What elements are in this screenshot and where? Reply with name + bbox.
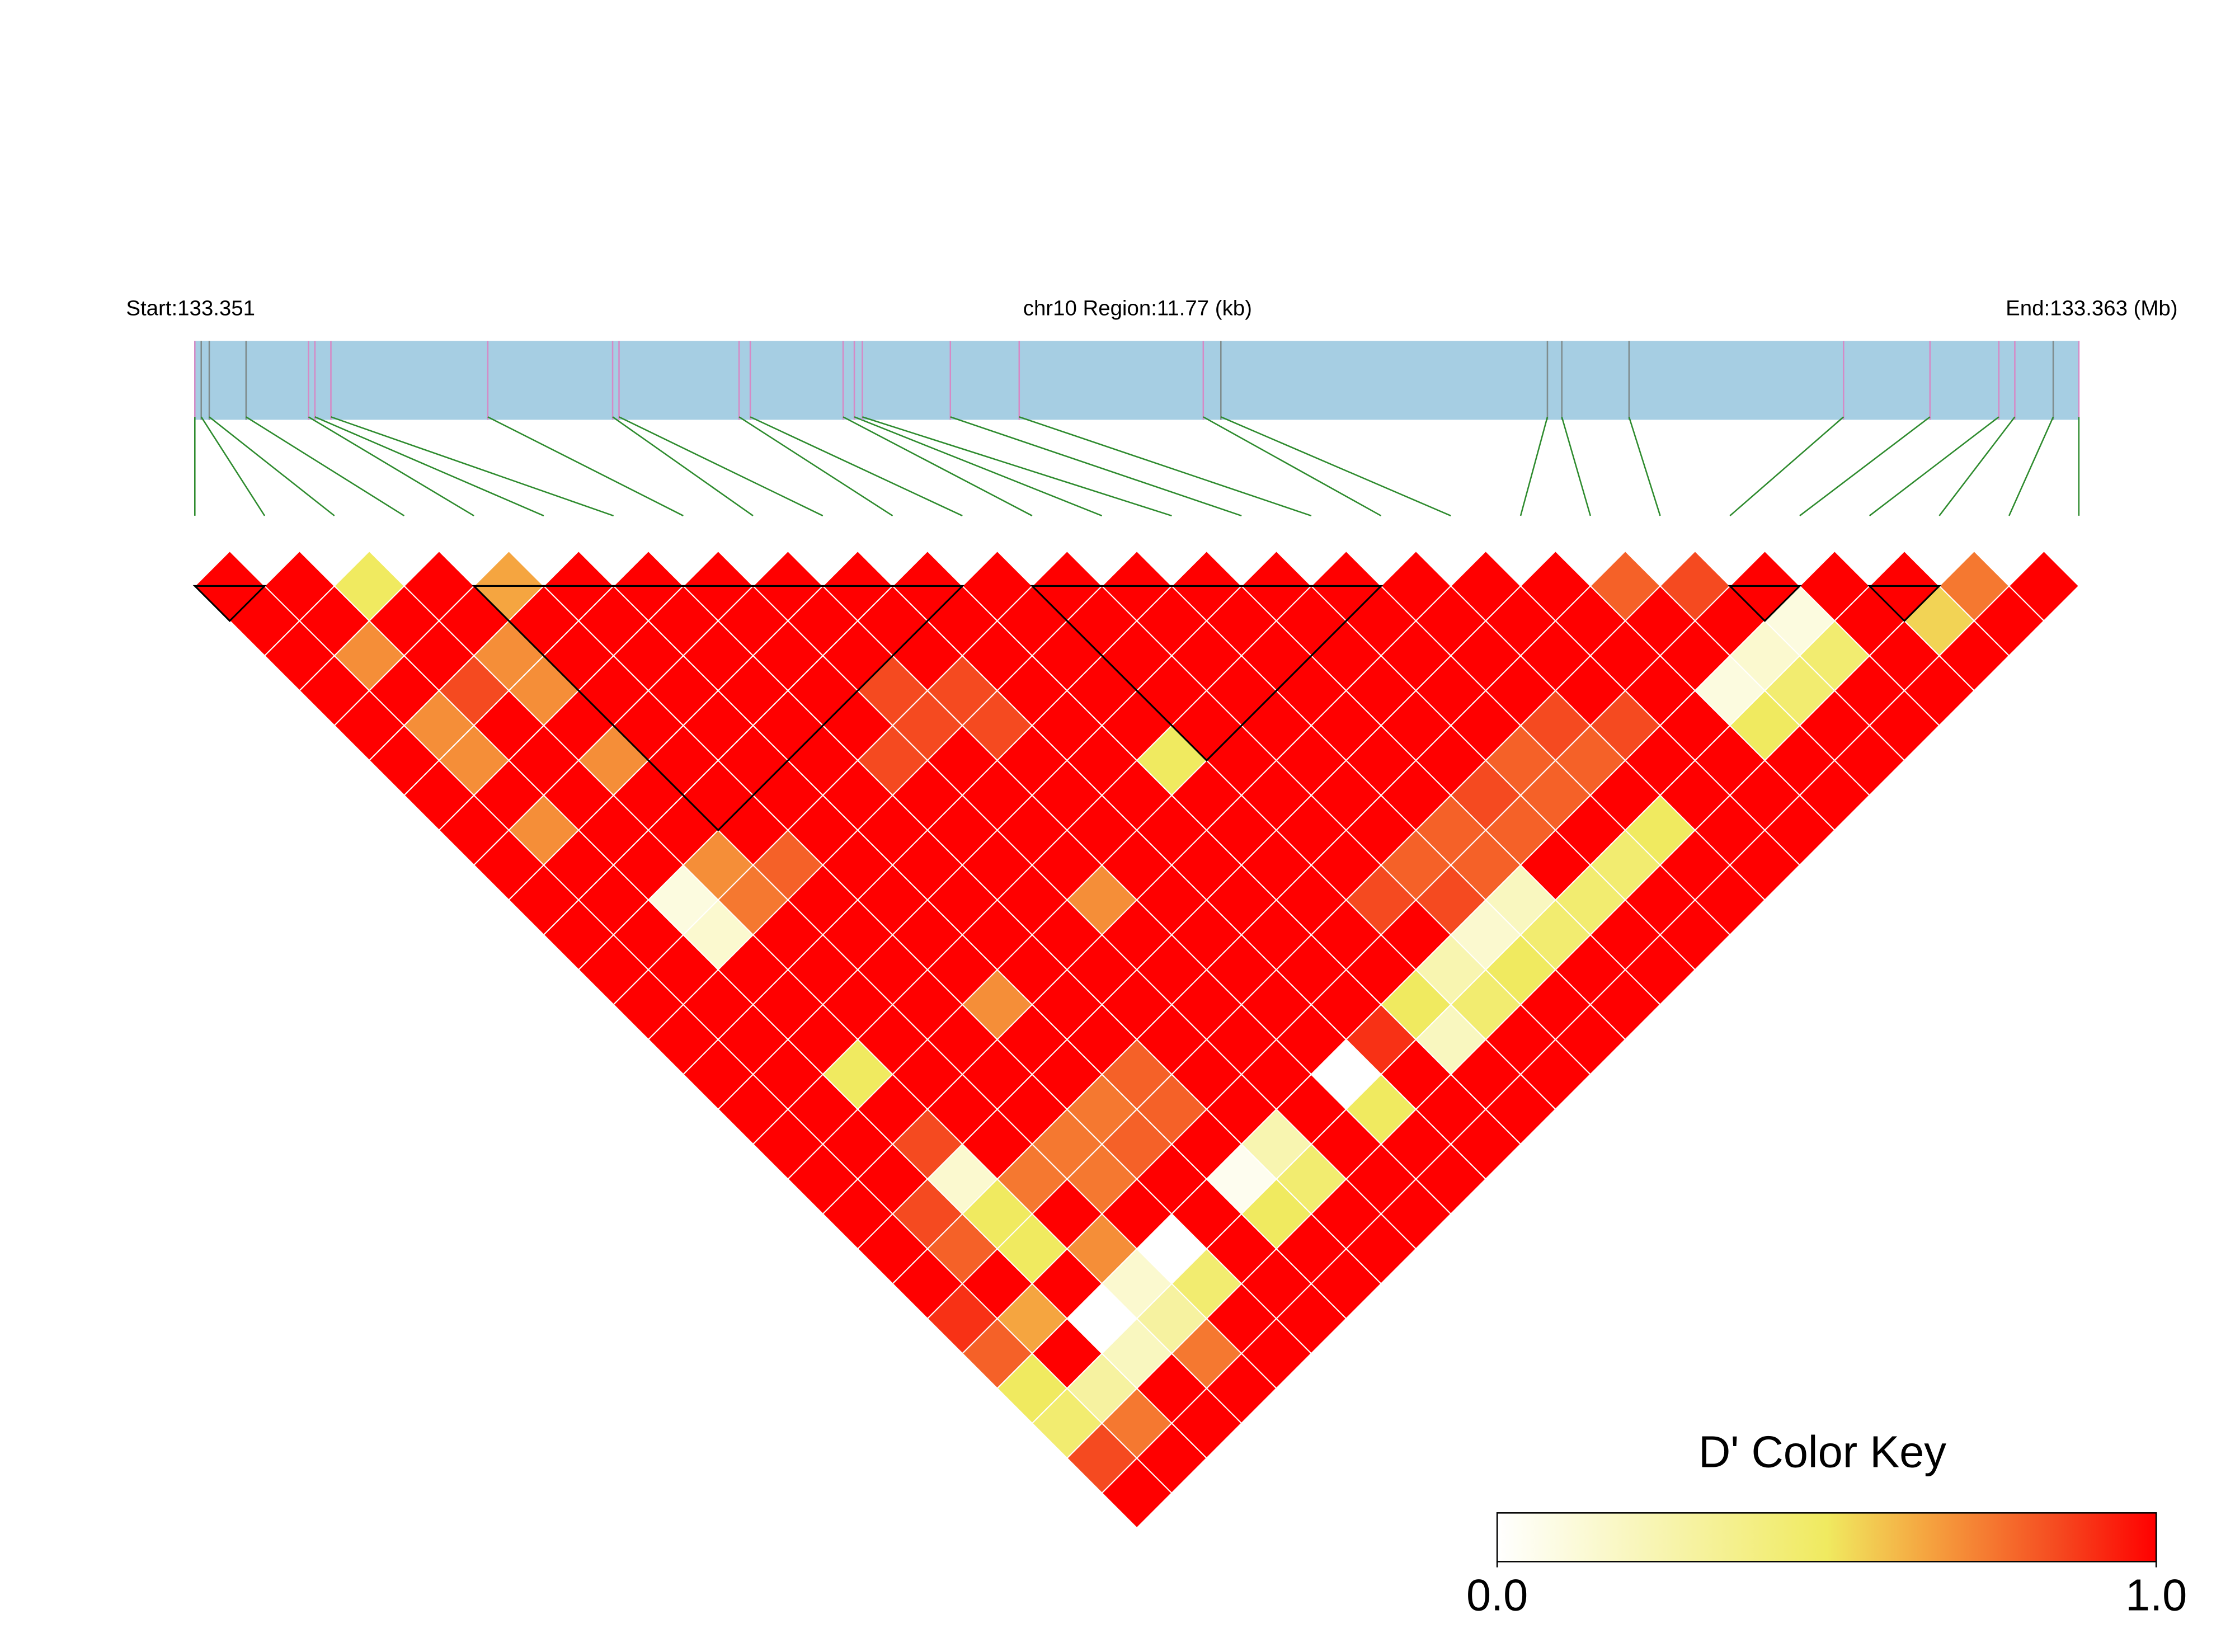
snp-connector <box>2008 416 2054 516</box>
snp-connector <box>1869 416 1999 516</box>
snp-connector <box>750 416 963 517</box>
snp-connector <box>854 416 1103 517</box>
snp-connector <box>314 416 544 517</box>
snp-connector <box>246 416 405 517</box>
snp-connector <box>843 416 1033 517</box>
snp-connector <box>612 416 754 516</box>
ld-cell <box>2008 550 2080 622</box>
snp-connector <box>1019 416 1312 517</box>
snp-connector <box>1561 416 1592 516</box>
snp-connector <box>1799 416 1931 516</box>
snp-connector <box>1628 416 1661 516</box>
snp-connector <box>200 416 266 516</box>
region-bar <box>195 341 2079 420</box>
snp-connector <box>308 416 474 517</box>
snp-connector <box>1519 416 1549 516</box>
snp-connector <box>209 416 335 516</box>
ld-block <box>1867 585 1942 622</box>
snp-connector <box>738 416 893 517</box>
ld-block <box>1728 585 1802 622</box>
color-key <box>1496 1512 2157 1562</box>
start-label: Start:133.351 <box>126 296 255 320</box>
snp-connector <box>1220 416 1451 517</box>
snp-connector <box>331 416 614 517</box>
snp-connector <box>487 416 684 517</box>
ld-block <box>472 585 964 832</box>
snp-connector <box>1203 416 1382 517</box>
chart-title: chr10 Region:11.77 (kb) <box>1023 296 1252 320</box>
snp-connector <box>950 416 1242 517</box>
snp-connector <box>1729 416 1845 516</box>
key-title: D' Color Key <box>1698 1427 1946 1476</box>
key-tick-label: 0.0 <box>1466 1570 1528 1620</box>
snp-connector <box>1938 416 2016 516</box>
ld-block <box>1030 585 1384 762</box>
ld-block <box>192 585 267 622</box>
end-label: End:133.363 (Mb) <box>2006 296 2177 320</box>
key-tick-label: 1.0 <box>2125 1570 2187 1620</box>
snp-connector <box>862 416 1172 517</box>
snp-connector <box>618 416 824 517</box>
